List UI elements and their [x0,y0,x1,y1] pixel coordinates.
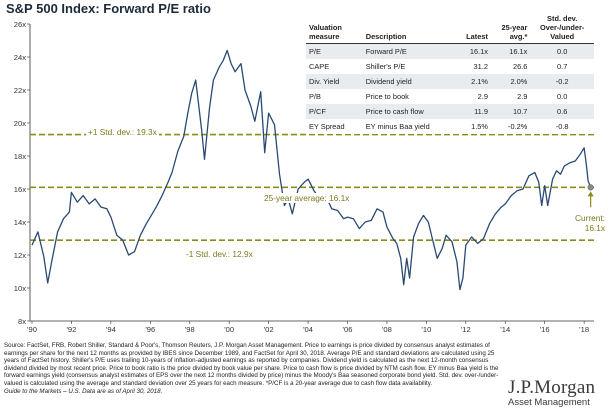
cell-latest: 2.1% [452,74,491,90]
x-tick-label: '16 [540,325,550,334]
minus-1-std-dev-label: -1 Std. dev.: 12.9x [184,249,255,259]
jp-morgan-logo: J.P.Morgan Asset Management [508,377,608,408]
cell-latest: 31.2 [473,62,488,72]
table-row: P/B Price to book 2.9 2.9 0.0 [306,89,594,104]
x-tick-label: '18 [579,325,589,334]
current-label-value: 16.1x [584,223,605,233]
cell-avg: -0.2% [508,122,528,132]
cell-std-dev: 0.0 [557,92,568,102]
table-row: CAPE Shiller's P/E 31.2 26.6 0.7 [306,59,594,74]
table-header-row: Valuation measure Description Latest 25-… [306,13,594,45]
header-valuation-measure: Valuation measure [306,13,363,45]
cell-std-dev: 0.7 [557,62,568,72]
header-std-dev: Std. dev. Over-/under-Valued [530,13,594,45]
header-latest: Latest [452,13,491,45]
source-note: Source: FactSet, FRB, Robert Shiller, St… [4,342,499,387]
cell-std-dev: 0.0 [530,43,594,60]
y-tick-label: 16x [14,185,26,194]
x-tick-label: '98 [185,325,195,334]
y-tick-label: 12x [14,251,26,260]
guide-note: Guide to the Markets – U.S. Data are as … [4,387,163,395]
cell-description: Dividend yield [362,74,453,90]
cell-avg: 26.6 [512,62,528,72]
chart-title: S&P 500 Index: Forward P/E ratio [6,1,211,16]
cell-measure: EY Spread [309,122,345,132]
cell-std-dev: 0.6 [530,104,594,120]
x-tick-label: '90 [27,325,37,334]
cell-measure: Div. Yield [306,74,363,90]
plus-1-std-dev-label: +1 Std. dev.: 19.3x [86,127,159,137]
cell-std-dev: -0.2 [530,74,594,90]
y-tick-label: 8x [18,317,26,326]
cell-description: Shiller's P/E [365,62,406,72]
header-25yr-avg: 25-year avg.* [490,13,531,45]
cell-latest: 1.5% [471,122,488,132]
valuation-table: Valuation measure Description Latest 25-… [306,13,594,135]
current-value-label: Current: 16.1x [565,213,605,233]
cell-measure: P/CF [306,104,363,120]
x-tick-label: '10 [421,325,431,334]
cell-description: Price to book [365,92,409,102]
x-tick-label: '06 [343,325,353,334]
header-description: Description [362,13,453,45]
cell-latest: 11.9 [452,104,491,120]
x-tick-label: '08 [382,325,392,334]
cell-measure: CAPE [309,62,330,72]
table-row: EY Spread EY minus Baa yield 1.5% -0.2% … [306,119,594,134]
table-row: P/CF Price to cash flow 11.9 10.7 0.6 [306,104,594,120]
average-label: 25-year average: 16.1x [262,193,352,203]
y-tick-label: 24x [14,53,26,62]
y-tick-label: 20x [14,119,26,128]
current-marker-group [587,184,594,208]
cell-std-dev: -0.8 [555,122,569,132]
x-tick-label: '04 [303,325,313,334]
logo-name: J.P.Morgan [508,377,596,398]
current-point [587,184,594,191]
y-tick-label: 14x [14,218,26,227]
y-tick-label: 10x [14,284,26,293]
y-tick-label: 18x [14,152,26,161]
table-row: Div. Yield Dividend yield 2.1% 2.0% -0.2 [306,74,594,90]
cell-avg: 10.7 [490,104,531,120]
cell-description: Forward P/E [362,43,453,60]
cell-description: Price to cash flow [362,104,453,120]
cell-latest: 2.9 [477,92,488,102]
cell-measure: P/B [309,92,321,102]
logo-subtitle: Asset Management [508,397,590,408]
cell-avg: 2.0% [490,74,531,90]
x-tick-label: '00 [224,325,234,334]
x-tick-label: '96 [145,325,155,334]
x-tick-label: '94 [106,325,116,334]
cell-latest: 16.1x [452,43,491,60]
cell-measure: P/E [306,43,363,60]
cell-avg: 2.9 [517,92,528,102]
x-tick-label: '92 [66,325,76,334]
x-tick-label: '02 [264,325,274,334]
current-label-text: Current: [575,213,605,223]
table-row: P/E Forward P/E 16.1x 16.1x 0.0 [306,43,594,60]
axes: 8x 10x 12x 14x 16x 18x 20x 22x 24x 26x '90 '92 '94 '9… [14,20,594,334]
cell-description: EY minus Baa yield [365,122,430,132]
y-tick-label: 22x [14,86,26,95]
footnotes: Source: FactSet, FRB, Robert Shiller, St… [4,342,504,395]
current-arrow-head [587,191,594,197]
cell-avg: 16.1x [490,43,531,60]
y-tick-label: 26x [14,20,26,29]
x-tick-label: '12 [461,325,471,334]
x-tick-label: '14 [500,325,510,334]
